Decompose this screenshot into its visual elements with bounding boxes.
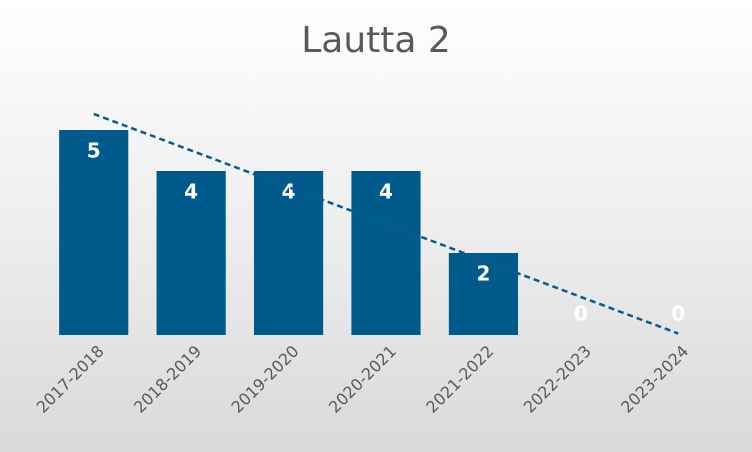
chart-title: Lautta 2: [301, 20, 451, 61]
bar: [351, 171, 421, 335]
data-label: 5: [87, 139, 101, 163]
data-label: 0: [574, 302, 588, 326]
data-label: 2: [476, 262, 490, 286]
data-label: 4: [379, 180, 393, 204]
trendline: [93, 112, 679, 335]
bar: [253, 171, 324, 335]
bar: [59, 130, 129, 335]
bar: [448, 253, 519, 335]
data-label: 4: [282, 180, 296, 204]
bar: [156, 171, 226, 335]
data-label: 0: [671, 302, 685, 326]
data-label: 4: [184, 180, 198, 204]
